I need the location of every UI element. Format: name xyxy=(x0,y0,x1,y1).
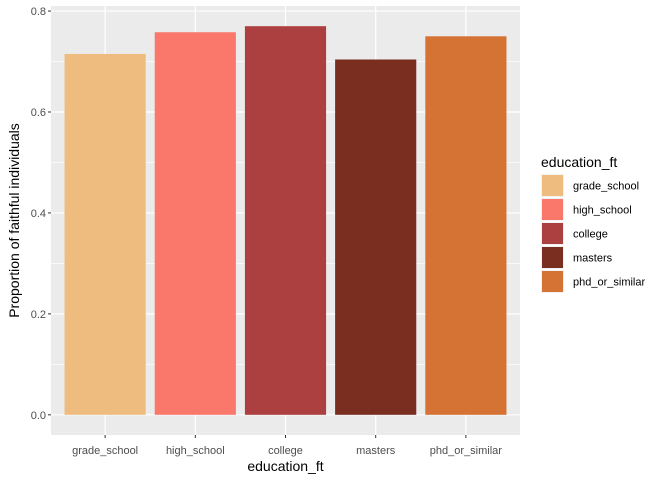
y-tick-label: 0.4 xyxy=(31,208,46,220)
legend-label: phd_or_similar xyxy=(573,277,645,289)
y-axis-ticks: 0.0 0.2 0.4 0.6 0.8 xyxy=(31,6,51,422)
x-axis-ticks: grade_school high_school college masters phd… xyxy=(72,435,502,457)
legend-label: masters xyxy=(573,253,613,265)
legend: education_ft grade_school high_schoolcoll… xyxy=(541,154,645,293)
legend-swatch xyxy=(542,199,563,220)
bar-college xyxy=(244,26,327,415)
legend-label: college xyxy=(573,229,608,241)
bar-grade-school xyxy=(64,53,146,415)
y-tick-label: 0.8 xyxy=(31,6,46,18)
bar-masters xyxy=(335,59,417,415)
bar-phd-or-similar xyxy=(425,36,507,415)
legend-swatch xyxy=(542,223,563,244)
y-tick-label: 0.0 xyxy=(31,410,46,422)
bar-high-school xyxy=(154,32,236,415)
x-tick-label: masters xyxy=(356,445,396,457)
legend-swatch xyxy=(542,175,563,196)
x-tick-label: phd_or_similar xyxy=(430,445,502,457)
y-tick-label: 0.6 xyxy=(31,107,46,119)
y-tick-label: 0.2 xyxy=(31,309,46,321)
legend-title: education_ft xyxy=(541,154,617,170)
x-tick-label: high_school xyxy=(166,445,225,457)
y-axis-title: Proportion of faithful individuals xyxy=(6,123,22,318)
legend-swatch xyxy=(542,247,563,268)
bar-series xyxy=(64,26,507,415)
legend-label: high_school xyxy=(573,205,632,217)
x-tick-label: college xyxy=(268,445,303,457)
legend-swatch xyxy=(542,271,563,292)
x-axis-title: education_ft xyxy=(247,458,323,474)
x-tick-label: grade_school xyxy=(72,445,138,457)
legend-label: grade_school xyxy=(573,181,639,193)
